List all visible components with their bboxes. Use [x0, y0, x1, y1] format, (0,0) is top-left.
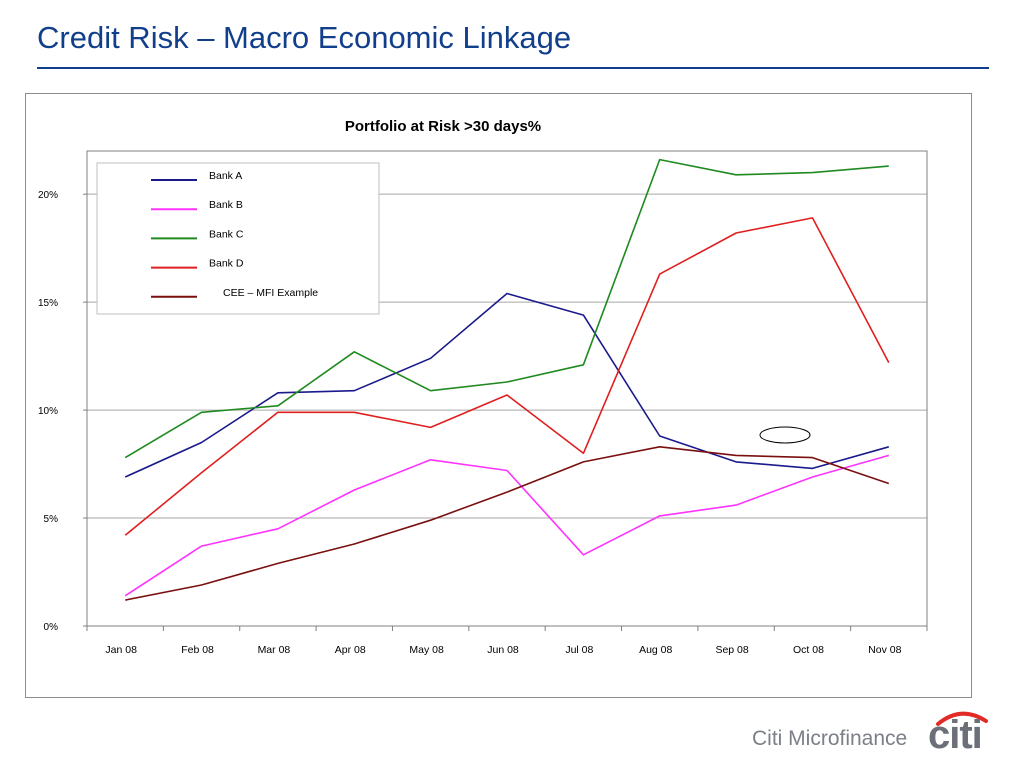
- legend-label: Bank D: [209, 258, 244, 270]
- series-line-bank-d: [124, 217, 890, 536]
- axes: 0% 5% 10% 15% 20% Jan 08 Feb 08 Mar 08 Apr 08 May…: [38, 150, 928, 656]
- series-line-cee-mfi-example: [125, 445, 890, 601]
- legend-label: Bank C: [209, 228, 244, 240]
- y-tick-label: 10%: [38, 406, 58, 417]
- series-line-bank-b: [124, 454, 890, 597]
- series-lines: [124, 158, 890, 601]
- y-tick-label: 0%: [44, 622, 59, 633]
- x-tick-label: Jan 08: [105, 644, 137, 656]
- legend-label: Bank A: [209, 170, 242, 182]
- x-tick-label: Aug 08: [639, 644, 672, 656]
- legend-label: CEE – MFI Example: [223, 287, 318, 299]
- title-divider: [37, 67, 989, 69]
- annotation-ellipse: [759, 426, 811, 444]
- x-tick-label: Feb 08: [181, 644, 214, 656]
- plot-area: [86, 150, 928, 627]
- legend: Bank A Bank B Bank C Bank D CEE – MFI Exampl…: [96, 162, 380, 315]
- chart-panel: Portfolio at Risk >30 days% 0% 5% 10% 15% 20…: [25, 93, 972, 698]
- y-tick-label: 5%: [44, 514, 59, 525]
- citi-logo-icon: [936, 711, 988, 726]
- brand-text: Citi Microfinance: [752, 727, 908, 750]
- brand-footer: Citi Microfinance citi: [752, 707, 1002, 757]
- chart-title: Portfolio at Risk >30 days%: [345, 118, 541, 135]
- y-tick-label: 20%: [38, 190, 58, 201]
- citi-logo-wordmark: citi: [928, 713, 983, 757]
- series-line-bank-c: [124, 158, 889, 459]
- x-tick-label: May 08: [409, 644, 444, 656]
- y-tick-label: 15%: [38, 298, 58, 309]
- x-tick-label: Mar 08: [258, 644, 291, 656]
- x-tick-label: Sep 08: [715, 644, 748, 656]
- legend-box: [96, 162, 380, 315]
- legend-label: Bank B: [209, 199, 243, 211]
- x-tick-label: Oct 08: [793, 644, 824, 656]
- slide-title: Credit Risk – Macro Economic Linkage: [37, 20, 572, 55]
- x-tick-label: Jul 08: [565, 644, 593, 656]
- series-line-bank-a: [124, 292, 890, 478]
- x-tick-label: Jun 08: [487, 644, 519, 656]
- line-chart: Portfolio at Risk >30 days% 0% 5% 10% 15% 20…: [38, 118, 928, 656]
- x-tick-label: Nov 08: [868, 644, 901, 656]
- x-tick-label: Apr 08: [335, 644, 366, 656]
